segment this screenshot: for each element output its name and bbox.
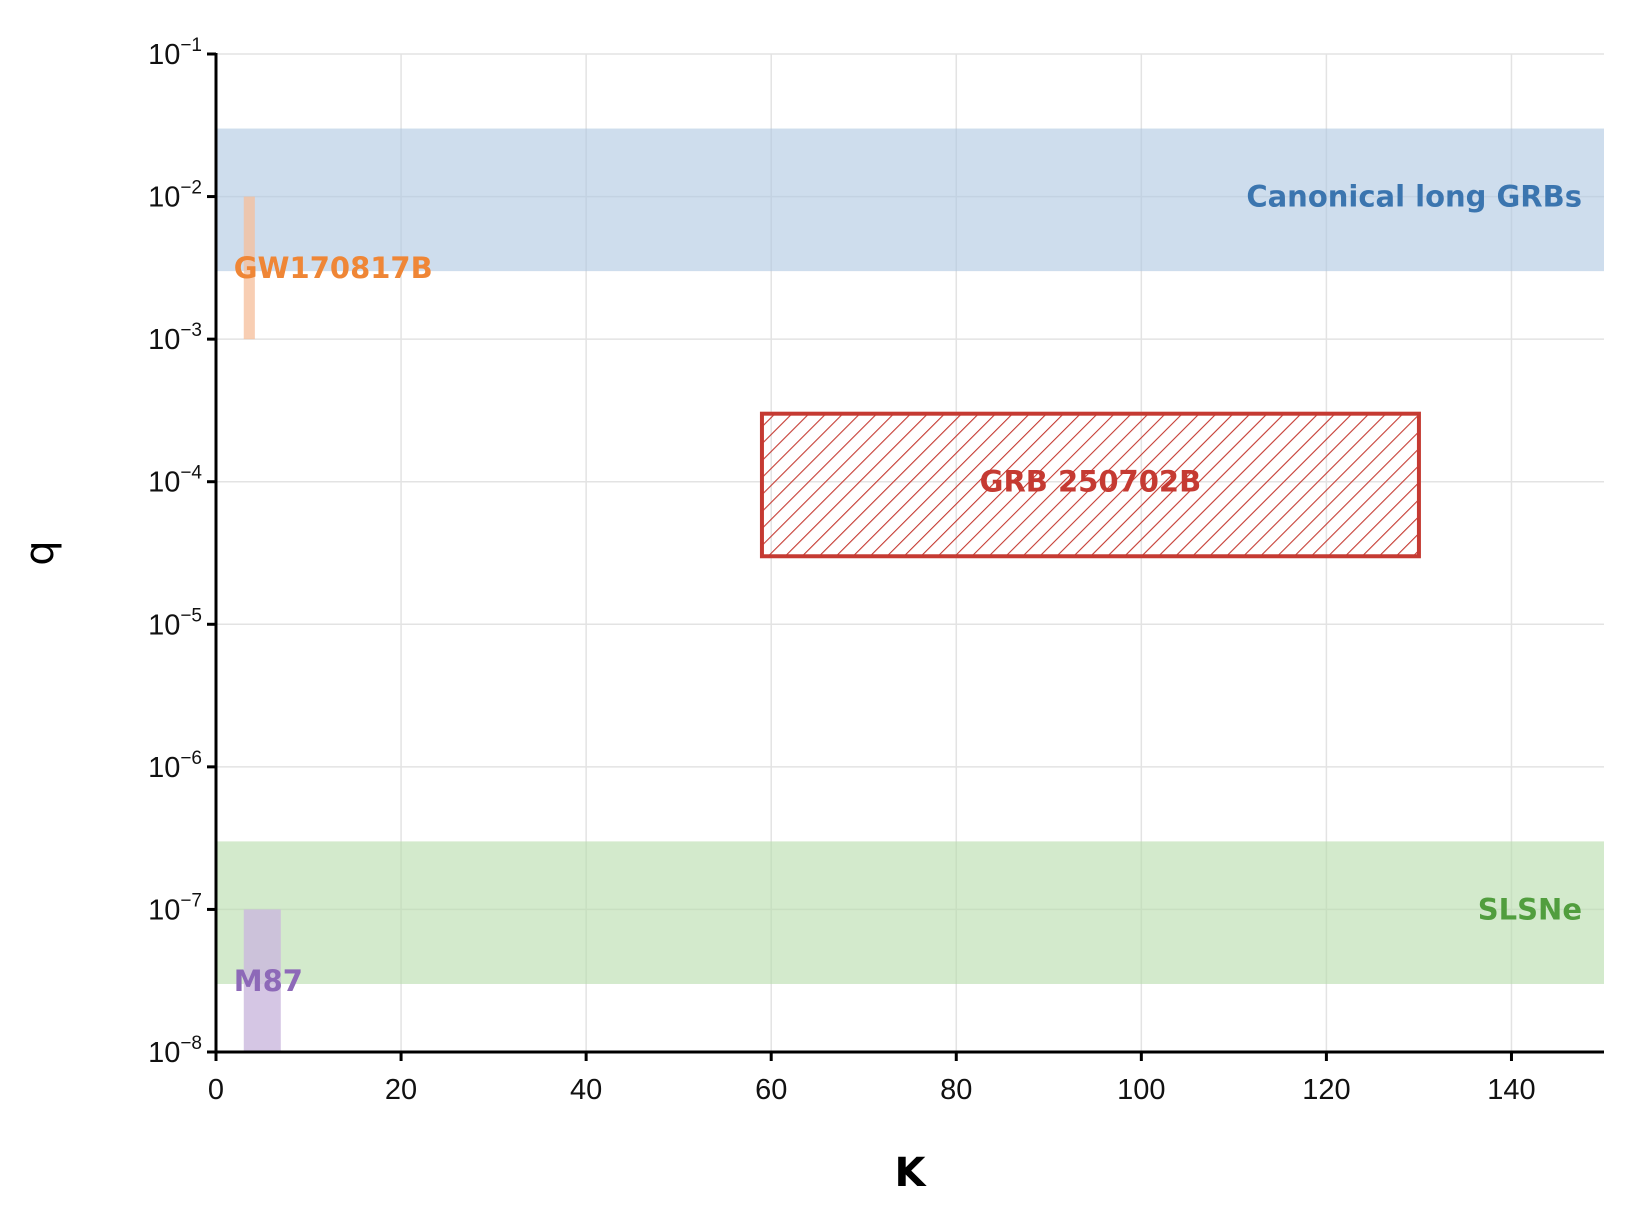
region-label-gw170817b: GW170817B: [234, 251, 433, 285]
region-canonical-long-grbs: [216, 128, 1604, 272]
y-tick-label: 10−1: [148, 35, 202, 71]
y-tick-label: 10−7: [148, 890, 202, 926]
x-tick-label: 140: [1487, 1074, 1535, 1106]
x-tick-label: 100: [1117, 1074, 1165, 1106]
x-axis-title: K: [895, 1150, 928, 1196]
y-tick-label: 10−5: [148, 605, 202, 641]
y-tick-label: 10−2: [148, 178, 202, 214]
x-tick-label: 120: [1302, 1074, 1350, 1106]
region-slsne: [216, 841, 1604, 984]
ticks: 0 20 40 60 80 100 120 140 10−1 10−2 10−3 10−4 10−5 10…: [148, 35, 1536, 1106]
region-label-m87: M87: [234, 964, 303, 998]
region-labels: Canonical long GRBs SLSNe GW170817B M87 GRB …: [234, 180, 1582, 998]
region-gw170817b: [243, 196, 255, 340]
region-label-slsne: SLSNe: [1478, 892, 1582, 926]
region-label-canonical-long-grbs: Canonical long GRBs: [1246, 180, 1582, 214]
y-axis-title: q: [17, 540, 63, 565]
region-label-grb-250702b: GRB 250702B: [980, 465, 1202, 499]
axes: [214, 53, 1604, 1054]
x-tick-label: 60: [755, 1074, 787, 1106]
y-tick-label: 10−6: [148, 748, 202, 784]
x-tick-label: 0: [208, 1074, 224, 1106]
y-tick-label: 10−3: [148, 320, 202, 356]
y-tick-label: 10−8: [148, 1033, 202, 1069]
x-tick-label: 40: [570, 1074, 602, 1106]
x-tick-label: 80: [940, 1074, 972, 1106]
y-tick-label: 10−4: [148, 463, 202, 499]
region-m87: [243, 909, 281, 1052]
regions: [216, 128, 1604, 1052]
region-grb-250702b: [759, 411, 1421, 559]
x-tick-label: 20: [385, 1074, 417, 1106]
